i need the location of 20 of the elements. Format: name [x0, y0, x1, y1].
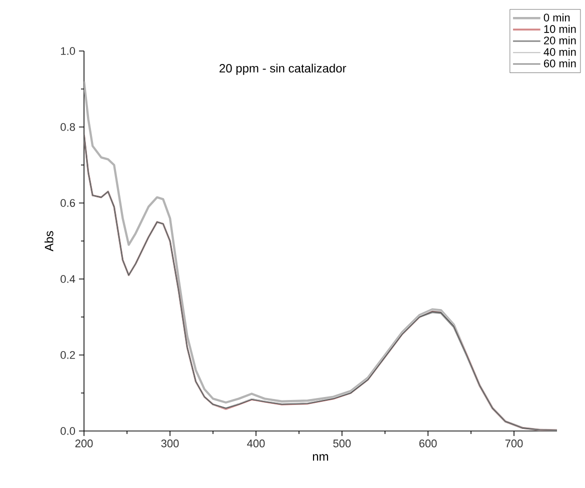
x-tick-label: 600	[419, 440, 437, 448]
x-tick-label: 500	[333, 440, 351, 448]
x-tick-label: 400	[247, 440, 265, 448]
x-tick-label: 300	[161, 440, 179, 448]
legend-label: 0 min	[544, 13, 570, 22]
legend-label: 20 min	[544, 36, 576, 44]
text: 20 ppm - sin catalizador	[220, 64, 346, 75]
legend-label: 10 min	[544, 24, 576, 33]
y-tick-label: 0.4	[60, 275, 76, 283]
y-tick-label: 0.0	[60, 427, 76, 435]
x-axis-title: nm	[312, 454, 328, 461]
y-tick-label: 0.6	[60, 199, 75, 207]
y-tick-label: 0.8	[60, 123, 75, 131]
legend-label: 60 min	[544, 59, 576, 68]
x-tick-label: 700	[505, 440, 523, 448]
x-tick-label: 200	[75, 440, 93, 448]
y-tick-label: 0.2	[60, 351, 75, 359]
legend-label: 40 min	[544, 48, 576, 56]
y-tick-label: 1.0	[61, 47, 76, 55]
y-axis-title: Abs	[44, 231, 54, 252]
